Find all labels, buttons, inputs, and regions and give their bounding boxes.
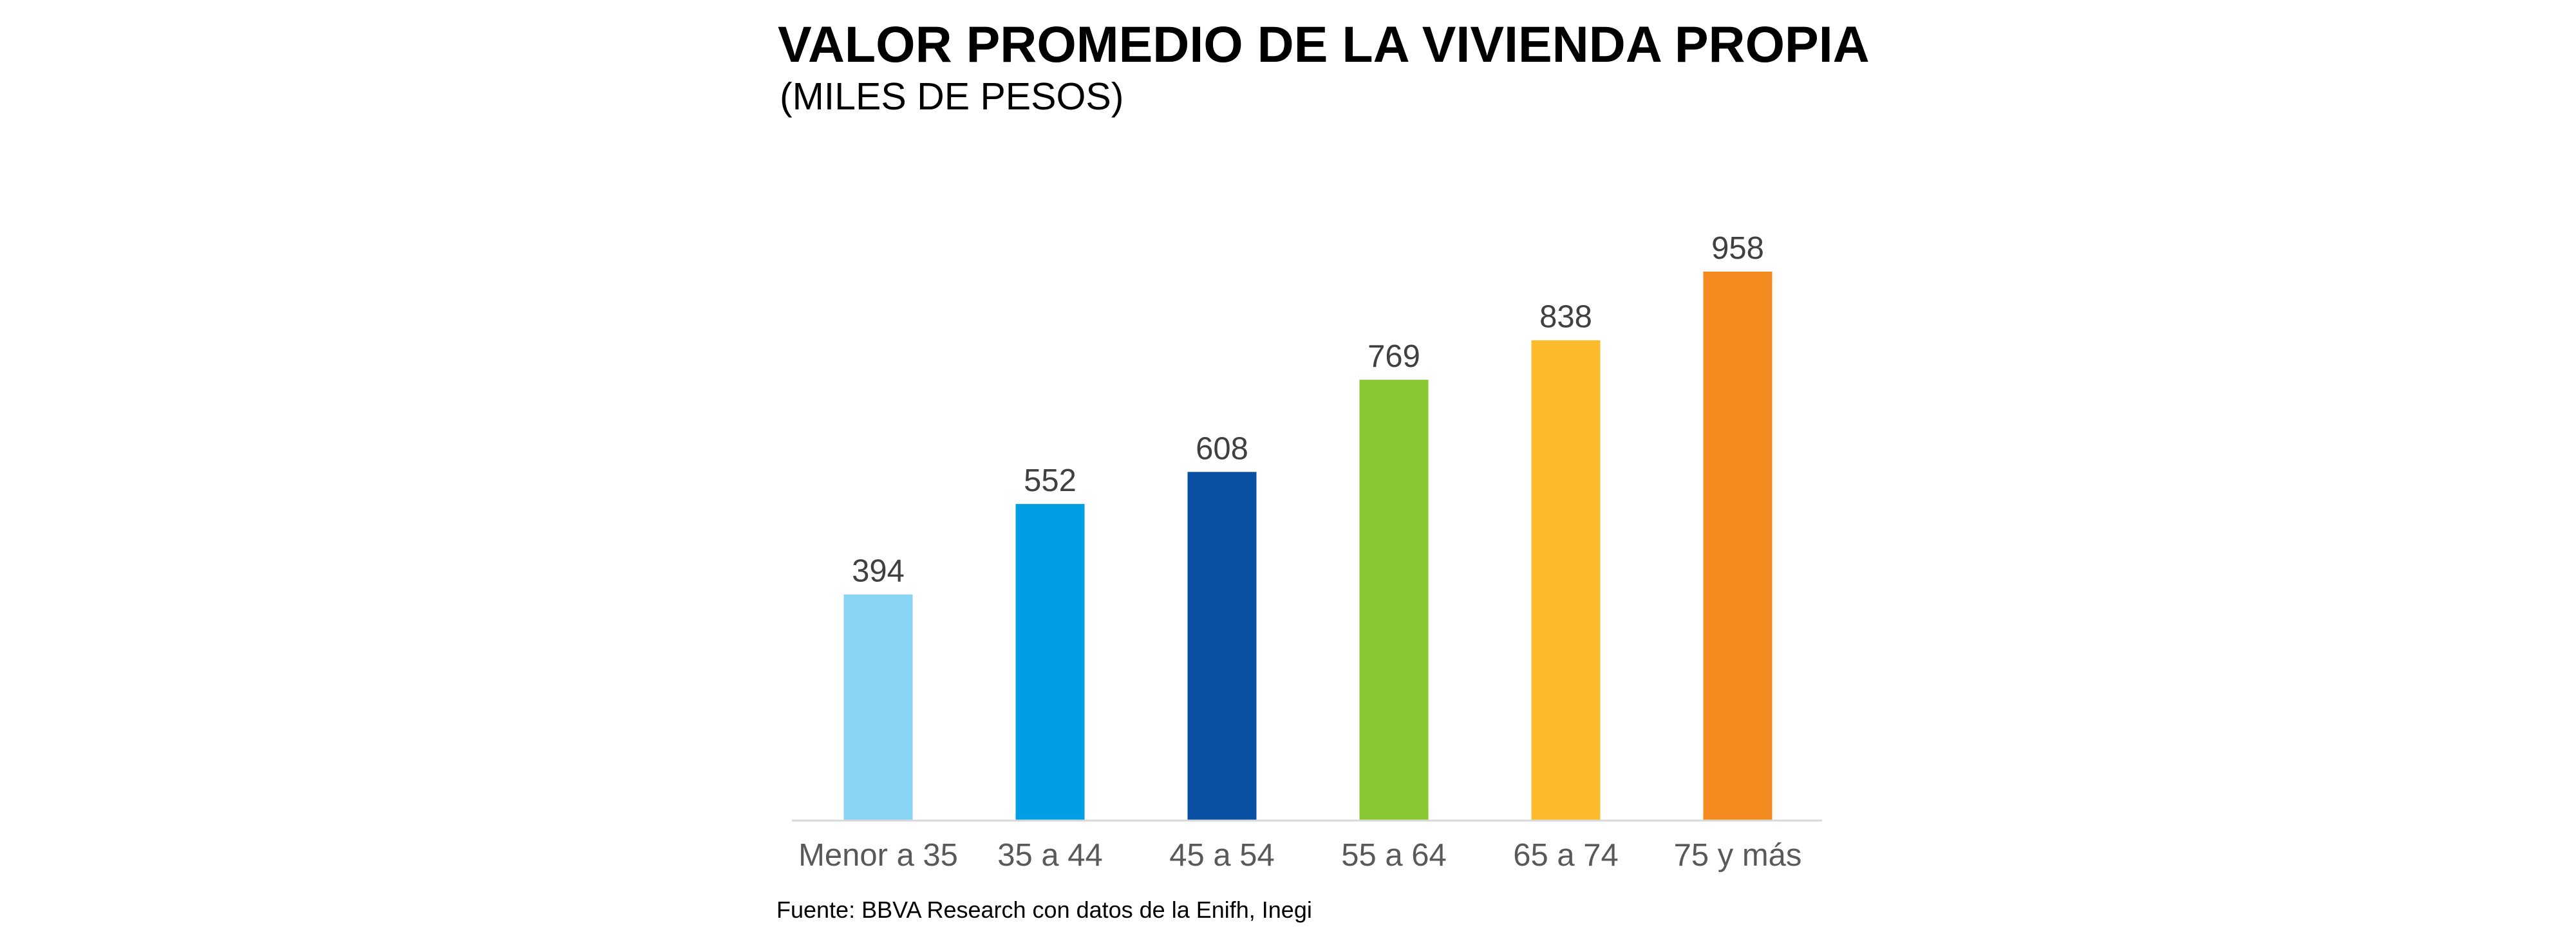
bars-group: 394 Menor a 35 552 35 a 44 608 45 a 54 769 55 a… [798, 231, 1801, 873]
data-label: 958 [1711, 231, 1764, 266]
category-label: 55 a 64 [1341, 838, 1447, 873]
category-label: 45 a 54 [1169, 838, 1275, 873]
data-label: 608 [1196, 431, 1248, 466]
data-label: 769 [1368, 339, 1420, 374]
bar [1187, 472, 1257, 820]
category-label: 75 y más [1674, 838, 1802, 873]
source-note: Fuente: BBVA Research con datos de la En… [776, 897, 1312, 923]
bar [1015, 504, 1085, 820]
bar [1531, 340, 1601, 820]
data-label: 552 [1024, 463, 1076, 498]
data-label: 394 [852, 554, 905, 589]
category-label: 35 a 44 [997, 838, 1103, 873]
data-label: 838 [1539, 300, 1592, 335]
category-label: 65 a 74 [1513, 838, 1619, 873]
bar [843, 594, 913, 820]
chart-subtitle: (MILES DE PESOS) [780, 75, 1123, 118]
category-label: Menor a 35 [798, 838, 958, 873]
bar [1359, 380, 1429, 820]
chart-title: VALOR PROMEDIO DE LA VIVIENDA PROPIA [778, 15, 1870, 73]
bar [1703, 272, 1772, 820]
